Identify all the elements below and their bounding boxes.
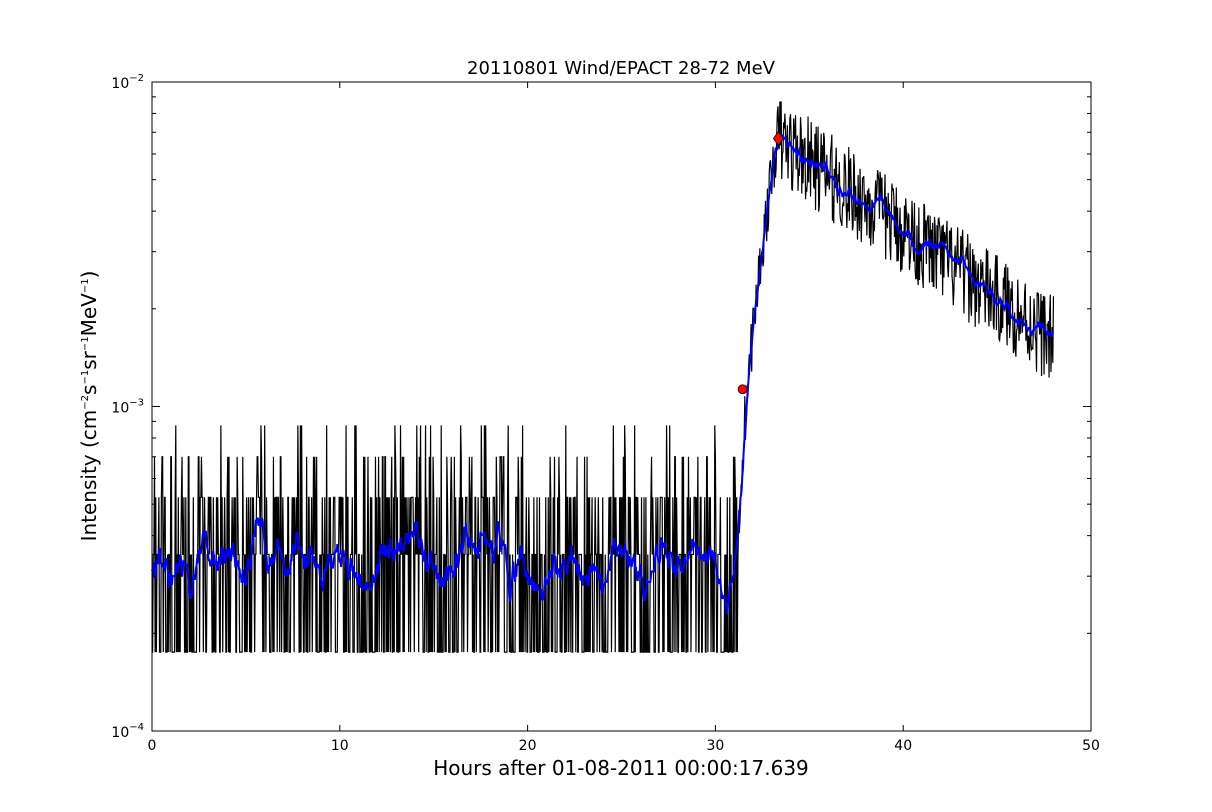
y-label-exp4: −1 — [80, 278, 91, 293]
y-label-mid2: sr — [77, 350, 101, 369]
series-smoothed-line — [151, 133, 1055, 615]
x-tick-label: 0 — [148, 738, 157, 754]
y-axis: 10−4 10−3 10−2 — [111, 73, 1091, 741]
onset-marker — [737, 384, 748, 395]
peak-marker — [772, 130, 784, 147]
x-axis: 0 10 20 30 40 50 — [148, 82, 1100, 754]
y-label-exp1: −2 — [80, 395, 91, 410]
marker-layer — [737, 130, 784, 395]
x-tick-label: 40 — [894, 738, 912, 754]
y-label-exp3: −1 — [80, 336, 91, 351]
y-label-mid3: MeV — [77, 293, 101, 337]
x-tick-label: 10 — [331, 738, 349, 754]
x-tick-label: 30 — [706, 738, 724, 754]
x-axis-label: Hours after 01-08-2011 00:00:17.639 — [433, 756, 809, 780]
y-label-prefix: Intensity (cm — [77, 410, 101, 542]
x-tick-label: 20 — [519, 738, 537, 754]
y-tick-label: 10−4 — [111, 722, 144, 741]
y-label-suffix: ) — [77, 271, 101, 279]
y-tick-label: 10−2 — [111, 73, 144, 92]
y-axis-label: Intensity (cm−2s−1sr−1MeV−1) — [77, 271, 101, 542]
y-label-exp2: −1 — [80, 370, 91, 385]
chart-title: 20110801 Wind/EPACT 28-72 MeV — [467, 58, 776, 79]
y-label-mid1: s — [77, 385, 101, 395]
series-layer — [151, 101, 1055, 653]
x-tick-label: 50 — [1082, 738, 1100, 754]
y-tick-label: 10−3 — [111, 398, 144, 417]
